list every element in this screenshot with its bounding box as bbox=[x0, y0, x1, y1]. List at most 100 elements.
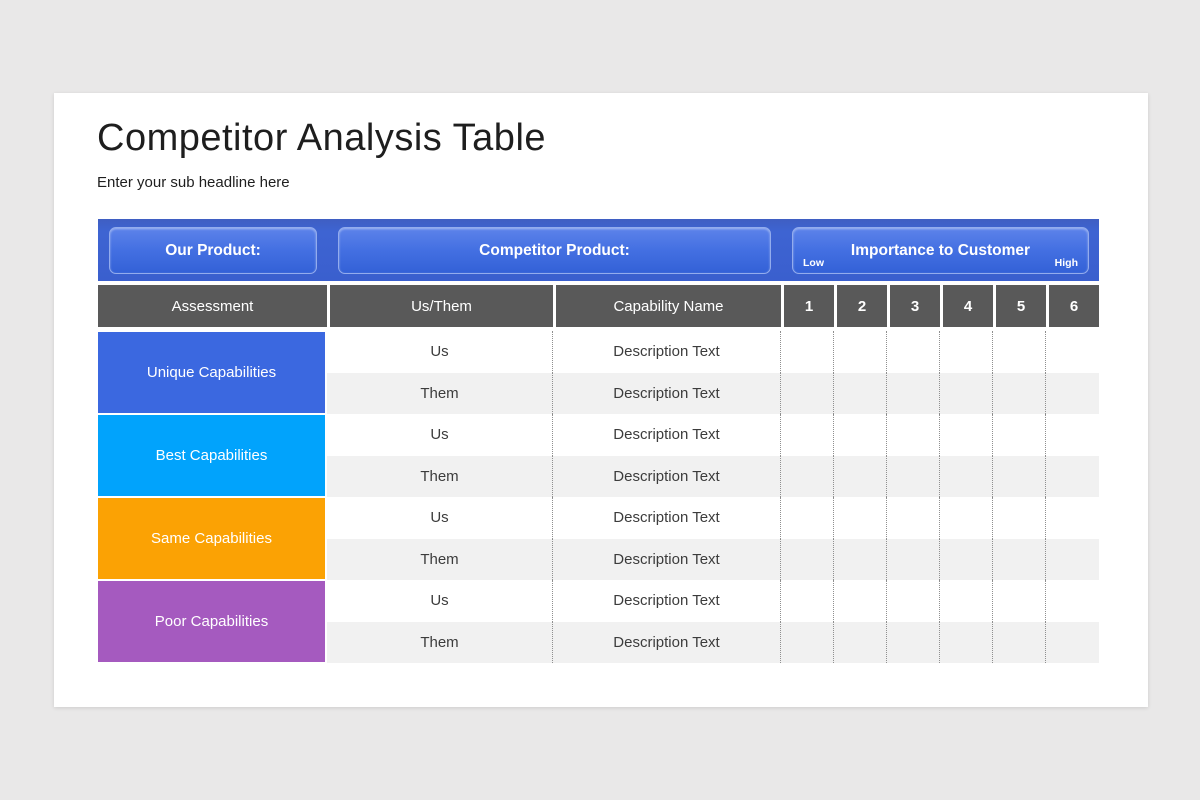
score-column-header-1: 1 bbox=[781, 285, 834, 327]
score-cell[interactable] bbox=[887, 538, 940, 580]
importance-to-customer-button[interactable]: Importance to Customer Low High bbox=[792, 227, 1089, 274]
score-cell[interactable] bbox=[993, 455, 1046, 497]
score-cell[interactable] bbox=[940, 538, 993, 580]
score-column-header-4: 4 bbox=[940, 285, 993, 327]
us-them-cell: Them bbox=[327, 455, 553, 497]
score-cell[interactable] bbox=[940, 580, 993, 622]
score-cell[interactable] bbox=[781, 372, 834, 414]
group-rows: Us Description Text Them Description Tex… bbox=[327, 331, 1099, 414]
table-row: Us Description Text bbox=[327, 580, 1099, 622]
us-them-cell: Them bbox=[327, 621, 553, 663]
score-cell[interactable] bbox=[993, 331, 1046, 373]
capability-cell[interactable]: Description Text bbox=[553, 538, 781, 580]
score-cell[interactable] bbox=[887, 372, 940, 414]
score-cell[interactable] bbox=[887, 580, 940, 622]
score-cell[interactable] bbox=[887, 455, 940, 497]
importance-label: Importance to Customer bbox=[850, 241, 1031, 259]
table-row: Us Description Text bbox=[327, 497, 1099, 539]
high-label: High bbox=[1054, 257, 1078, 269]
score-cell[interactable] bbox=[781, 580, 834, 622]
score-cell[interactable] bbox=[1046, 497, 1099, 539]
score-cell[interactable] bbox=[993, 580, 1046, 622]
score-cell[interactable] bbox=[781, 497, 834, 539]
score-cell[interactable] bbox=[834, 414, 887, 456]
score-cell[interactable] bbox=[940, 331, 993, 373]
capability-name-column-header: Capability Name bbox=[553, 285, 781, 327]
us-them-column-header: Us/Them bbox=[327, 285, 553, 327]
score-cell[interactable] bbox=[1046, 539, 1099, 581]
score-cell[interactable] bbox=[993, 372, 1046, 414]
competitor-product-button[interactable]: Competitor Product: bbox=[338, 227, 771, 274]
score-cell[interactable] bbox=[1046, 622, 1099, 664]
score-column-header-5: 5 bbox=[993, 285, 1046, 327]
assessment-label-poor[interactable]: Poor Capabilities bbox=[98, 581, 325, 662]
score-cell[interactable] bbox=[940, 455, 993, 497]
table-row: Them Description Text bbox=[327, 621, 1099, 664]
score-cell[interactable] bbox=[834, 580, 887, 622]
competitor-analysis-table: Our Product: Competitor Product: Importa… bbox=[98, 219, 1099, 663]
score-cell[interactable] bbox=[940, 621, 993, 663]
score-cell[interactable] bbox=[781, 331, 834, 373]
score-cell[interactable] bbox=[1046, 373, 1099, 415]
score-cell[interactable] bbox=[1046, 456, 1099, 498]
score-cell[interactable] bbox=[834, 497, 887, 539]
assessment-label-best[interactable]: Best Capabilities bbox=[98, 415, 325, 496]
table-row: Us Description Text bbox=[327, 331, 1099, 373]
page-title: Competitor Analysis Table bbox=[97, 117, 547, 159]
score-cell[interactable] bbox=[887, 331, 940, 373]
score-cell[interactable] bbox=[1046, 331, 1099, 373]
score-cell[interactable] bbox=[781, 621, 834, 663]
capability-cell[interactable]: Description Text bbox=[553, 372, 781, 414]
capability-cell[interactable]: Description Text bbox=[553, 497, 781, 539]
score-cell[interactable] bbox=[1046, 580, 1099, 622]
capability-cell[interactable]: Description Text bbox=[553, 621, 781, 663]
slide-card: Competitor Analysis Table Enter your sub… bbox=[54, 93, 1148, 707]
score-column-header-3: 3 bbox=[887, 285, 940, 327]
score-cell[interactable] bbox=[834, 331, 887, 373]
importance-section: Importance to Customer Low High bbox=[781, 219, 1099, 281]
table-row: Them Description Text bbox=[327, 538, 1099, 581]
column-header-row: Assessment Us/Them Capability Name 1 2 3… bbox=[98, 285, 1099, 327]
score-cell[interactable] bbox=[834, 538, 887, 580]
score-cell[interactable] bbox=[834, 621, 887, 663]
table-row: Us Description Text bbox=[327, 414, 1099, 456]
score-cell[interactable] bbox=[887, 621, 940, 663]
us-them-cell: Us bbox=[327, 497, 553, 539]
assessment-label-unique[interactable]: Unique Capabilities bbox=[98, 332, 325, 413]
capability-cell[interactable]: Description Text bbox=[553, 414, 781, 456]
group-rows: Us Description Text Them Description Tex… bbox=[327, 497, 1099, 580]
score-cell[interactable] bbox=[1046, 414, 1099, 456]
score-cell[interactable] bbox=[993, 621, 1046, 663]
score-cell[interactable] bbox=[940, 372, 993, 414]
table-header-bar: Our Product: Competitor Product: Importa… bbox=[98, 219, 1099, 281]
capability-cell[interactable]: Description Text bbox=[553, 580, 781, 622]
score-cell[interactable] bbox=[834, 455, 887, 497]
low-label: Low bbox=[803, 257, 824, 269]
page-subtitle[interactable]: Enter your sub headline here bbox=[97, 174, 290, 191]
us-them-cell: Them bbox=[327, 538, 553, 580]
score-cell[interactable] bbox=[993, 497, 1046, 539]
our-product-button[interactable]: Our Product: bbox=[109, 227, 317, 274]
score-cell[interactable] bbox=[887, 497, 940, 539]
score-column-header-6: 6 bbox=[1046, 285, 1099, 327]
score-cell[interactable] bbox=[781, 455, 834, 497]
capability-cell[interactable]: Description Text bbox=[553, 331, 781, 373]
group-same-capabilities: Same Capabilities Us Description Text Th… bbox=[98, 497, 1099, 580]
score-cell[interactable] bbox=[993, 414, 1046, 456]
assessment-column-header: Assessment bbox=[98, 285, 327, 327]
score-cell[interactable] bbox=[834, 372, 887, 414]
score-cell[interactable] bbox=[781, 538, 834, 580]
our-product-section: Our Product: bbox=[98, 219, 327, 281]
group-best-capabilities: Best Capabilities Us Description Text Th… bbox=[98, 414, 1099, 497]
capability-cell[interactable]: Description Text bbox=[553, 455, 781, 497]
score-cell[interactable] bbox=[940, 414, 993, 456]
group-rows: Us Description Text Them Description Tex… bbox=[327, 414, 1099, 497]
score-column-header-2: 2 bbox=[834, 285, 887, 327]
assessment-label-same[interactable]: Same Capabilities bbox=[98, 498, 325, 579]
table-row: Them Description Text bbox=[327, 372, 1099, 415]
score-cell[interactable] bbox=[940, 497, 993, 539]
score-cell[interactable] bbox=[781, 414, 834, 456]
score-cell[interactable] bbox=[887, 414, 940, 456]
table-row: Them Description Text bbox=[327, 455, 1099, 498]
score-cell[interactable] bbox=[993, 538, 1046, 580]
